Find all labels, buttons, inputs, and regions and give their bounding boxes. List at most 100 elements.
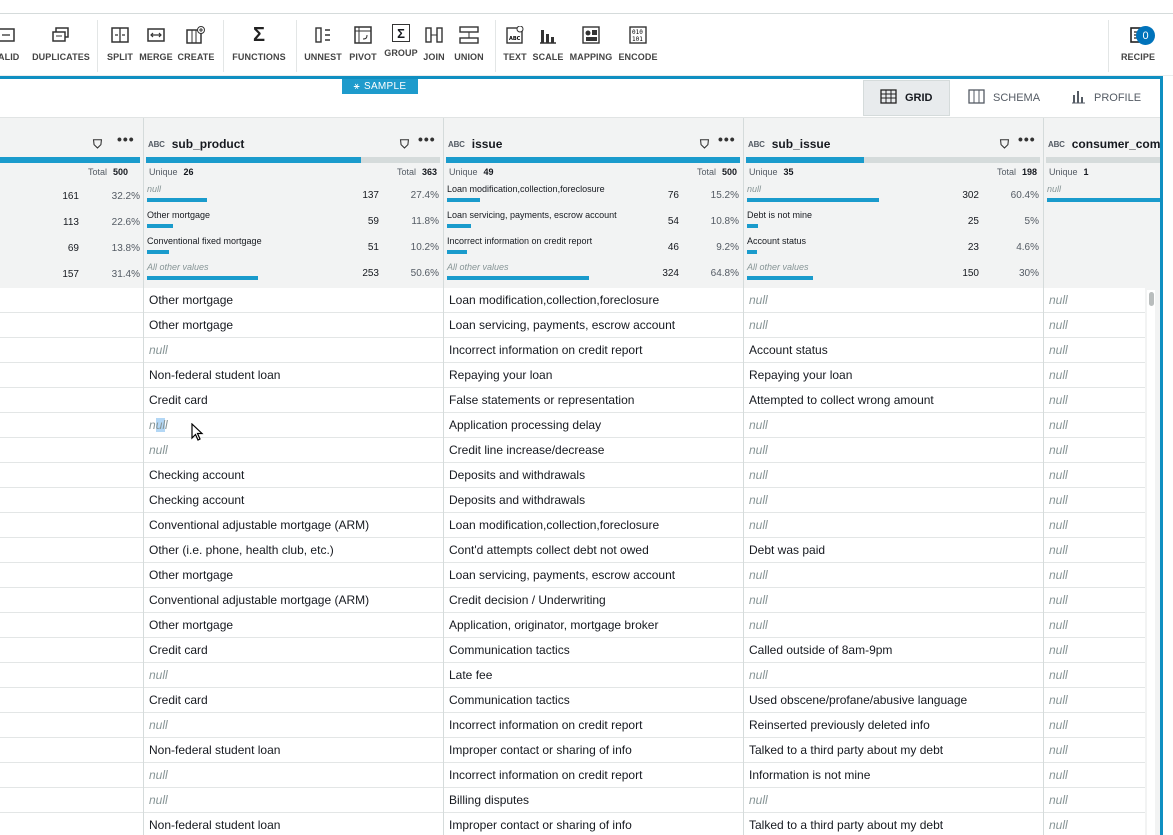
table-row[interactable]: Non-federal student loan Improper contact… bbox=[0, 813, 1145, 835]
table-row[interactable]: Conventional adjustable mortgage (ARM) Lo… bbox=[0, 513, 1145, 538]
column-header-consumer_comp[interactable]: ABC consumer_comp bbox=[1048, 132, 1160, 156]
table-cell[interactable]: Reinserted previously deleted info bbox=[743, 713, 1043, 738]
table-cell[interactable]: null bbox=[143, 763, 443, 788]
table-cell[interactable]: null bbox=[743, 413, 1043, 438]
table-cell[interactable]: Deposits and withdrawals bbox=[443, 488, 743, 513]
table-row[interactable]: Credit card Communication tactics Used obs… bbox=[0, 688, 1145, 713]
table-cell[interactable]: null bbox=[743, 788, 1043, 813]
table-cell[interactable] bbox=[0, 788, 143, 813]
table-cell[interactable]: null bbox=[743, 488, 1043, 513]
table-row[interactable]: null Billing disputes null null bbox=[0, 788, 1145, 813]
table-row[interactable]: Other mortgage Loan servicing, payments, … bbox=[0, 563, 1145, 588]
table-cell[interactable] bbox=[0, 588, 143, 613]
value-distribution-row[interactable]: Incorrect information on credit report 46… bbox=[447, 236, 739, 258]
table-cell[interactable]: Loan servicing, payments, escrow account bbox=[443, 313, 743, 338]
table-cell[interactable] bbox=[0, 638, 143, 663]
table-cell[interactable]: null bbox=[743, 663, 1043, 688]
join-button[interactable]: JOIN bbox=[422, 24, 446, 68]
column-menu-icon[interactable]: ••• bbox=[1018, 131, 1036, 147]
table-cell[interactable]: null bbox=[1043, 688, 1145, 713]
value-distribution-row[interactable]: All other values 253 50.6% bbox=[147, 262, 439, 284]
table-cell[interactable]: null bbox=[1043, 463, 1145, 488]
table-cell[interactable]: Account status bbox=[743, 338, 1043, 363]
table-row[interactable]: Other mortgage Application, originator, m… bbox=[0, 613, 1145, 638]
table-cell[interactable]: Other mortgage bbox=[143, 288, 443, 313]
table-cell[interactable]: Attempted to collect wrong amount bbox=[743, 388, 1043, 413]
table-cell[interactable]: Communication tactics bbox=[443, 688, 743, 713]
table-row[interactable]: null Incorrect information on credit repo… bbox=[0, 338, 1145, 363]
table-cell[interactable]: Conventional adjustable mortgage (ARM) bbox=[143, 588, 443, 613]
filter-icon[interactable]: ⛉ bbox=[700, 136, 710, 151]
table-cell[interactable]: Application, originator, mortgage broker bbox=[443, 613, 743, 638]
table-cell[interactable] bbox=[0, 613, 143, 638]
table-cell[interactable]: null bbox=[1043, 663, 1145, 688]
table-cell[interactable]: null bbox=[743, 563, 1043, 588]
table-cell[interactable]: null bbox=[143, 713, 443, 738]
value-distribution-row[interactable]: null 302 60.4% bbox=[747, 184, 1039, 206]
value-distribution-row[interactable]: Other mortgage 59 11.8% bbox=[147, 210, 439, 232]
merge-button[interactable]: MERGE bbox=[139, 24, 173, 68]
table-cell[interactable]: null bbox=[1043, 538, 1145, 563]
duplicates-button[interactable]: DUPLICATES bbox=[32, 24, 90, 68]
table-cell[interactable]: Credit line increase/decrease bbox=[443, 438, 743, 463]
filter-icon[interactable]: ⛉ bbox=[93, 136, 103, 151]
value-distribution-row[interactable]: Account status 23 4.6% bbox=[747, 236, 1039, 258]
table-cell[interactable]: null bbox=[743, 463, 1043, 488]
table-cell[interactable]: null bbox=[143, 663, 443, 688]
column-header-sub_product[interactable]: ABC sub_product ⛉ ••• bbox=[148, 131, 440, 156]
table-cell[interactable]: Communication tactics bbox=[443, 638, 743, 663]
table-cell[interactable] bbox=[0, 813, 143, 835]
table-row[interactable]: Other (i.e. phone, health club, etc.) Con… bbox=[0, 538, 1145, 563]
table-cell[interactable]: Other mortgage bbox=[143, 313, 443, 338]
table-row[interactable]: Credit card Communication tactics Called o… bbox=[0, 638, 1145, 663]
functions-button[interactable]: Σ FUNCTIONS bbox=[232, 23, 286, 63]
table-cell[interactable]: Other (i.e. phone, health club, etc.) bbox=[143, 538, 443, 563]
table-cell[interactable]: null bbox=[743, 613, 1043, 638]
table-cell[interactable]: null bbox=[743, 438, 1043, 463]
table-cell[interactable]: null bbox=[1043, 638, 1145, 663]
table-cell[interactable]: Other mortgage bbox=[143, 613, 443, 638]
table-cell[interactable]: null bbox=[143, 338, 443, 363]
table-cell[interactable]: null bbox=[743, 513, 1043, 538]
tab-grid[interactable]: GRID bbox=[863, 80, 950, 116]
table-cell[interactable]: null bbox=[1043, 488, 1145, 513]
table-cell[interactable]: Other mortgage bbox=[143, 563, 443, 588]
table-cell[interactable] bbox=[0, 663, 143, 688]
value-distribution-row[interactable]: Conventional fixed mortgage 51 10.2% bbox=[147, 236, 439, 258]
table-cell[interactable]: null bbox=[1043, 513, 1145, 538]
table-cell[interactable] bbox=[0, 288, 143, 313]
table-cell[interactable]: Credit decision / Underwriting bbox=[443, 588, 743, 613]
scale-button[interactable]: SCALE bbox=[533, 24, 563, 68]
table-cell[interactable]: Deposits and withdrawals bbox=[443, 463, 743, 488]
table-cell[interactable]: Loan servicing, payments, escrow account bbox=[443, 563, 743, 588]
table-cell[interactable]: null bbox=[143, 438, 443, 463]
table-cell[interactable] bbox=[0, 413, 143, 438]
table-cell[interactable] bbox=[0, 738, 143, 763]
table-cell[interactable]: Repaying your loan bbox=[443, 363, 743, 388]
table-cell[interactable]: Improper contact or sharing of info bbox=[443, 738, 743, 763]
table-row[interactable]: Non-federal student loan Repaying your lo… bbox=[0, 363, 1145, 388]
table-cell[interactable]: Used obscene/profane/abusive language bbox=[743, 688, 1043, 713]
filter-icon[interactable]: ⛉ bbox=[1000, 136, 1010, 151]
table-row[interactable]: Conventional adjustable mortgage (ARM) Cr… bbox=[0, 588, 1145, 613]
mapping-button[interactable]: MAPPING bbox=[570, 24, 612, 68]
table-cell[interactable]: Talked to a third party about my debt bbox=[743, 813, 1043, 835]
table-cell[interactable]: Conventional adjustable mortgage (ARM) bbox=[143, 513, 443, 538]
col0-header[interactable]: ⛉ ••• bbox=[0, 131, 143, 156]
table-cell[interactable]: Loan modification,collection,foreclosure bbox=[443, 288, 743, 313]
table-cell[interactable] bbox=[0, 513, 143, 538]
table-cell[interactable]: null bbox=[1043, 713, 1145, 738]
table-cell[interactable]: null bbox=[1043, 413, 1145, 438]
table-row[interactable]: null Credit line increase/decrease null nul… bbox=[0, 438, 1145, 463]
table-cell[interactable]: Repaying your loan bbox=[743, 363, 1043, 388]
table-cell[interactable]: Incorrect information on credit report bbox=[443, 338, 743, 363]
table-cell[interactable] bbox=[0, 688, 143, 713]
table-cell[interactable]: Billing disputes bbox=[443, 788, 743, 813]
table-cell[interactable]: null bbox=[1043, 588, 1145, 613]
column-header-sub_issue[interactable]: ABC sub_issue ⛉ ••• bbox=[748, 131, 1040, 156]
table-cell[interactable]: Non-federal student loan bbox=[143, 738, 443, 763]
table-cell[interactable]: null bbox=[1043, 363, 1145, 388]
table-cell[interactable] bbox=[0, 488, 143, 513]
table-cell[interactable]: Talked to a third party about my debt bbox=[743, 738, 1043, 763]
filter-icon[interactable]: ⛉ bbox=[400, 136, 410, 151]
